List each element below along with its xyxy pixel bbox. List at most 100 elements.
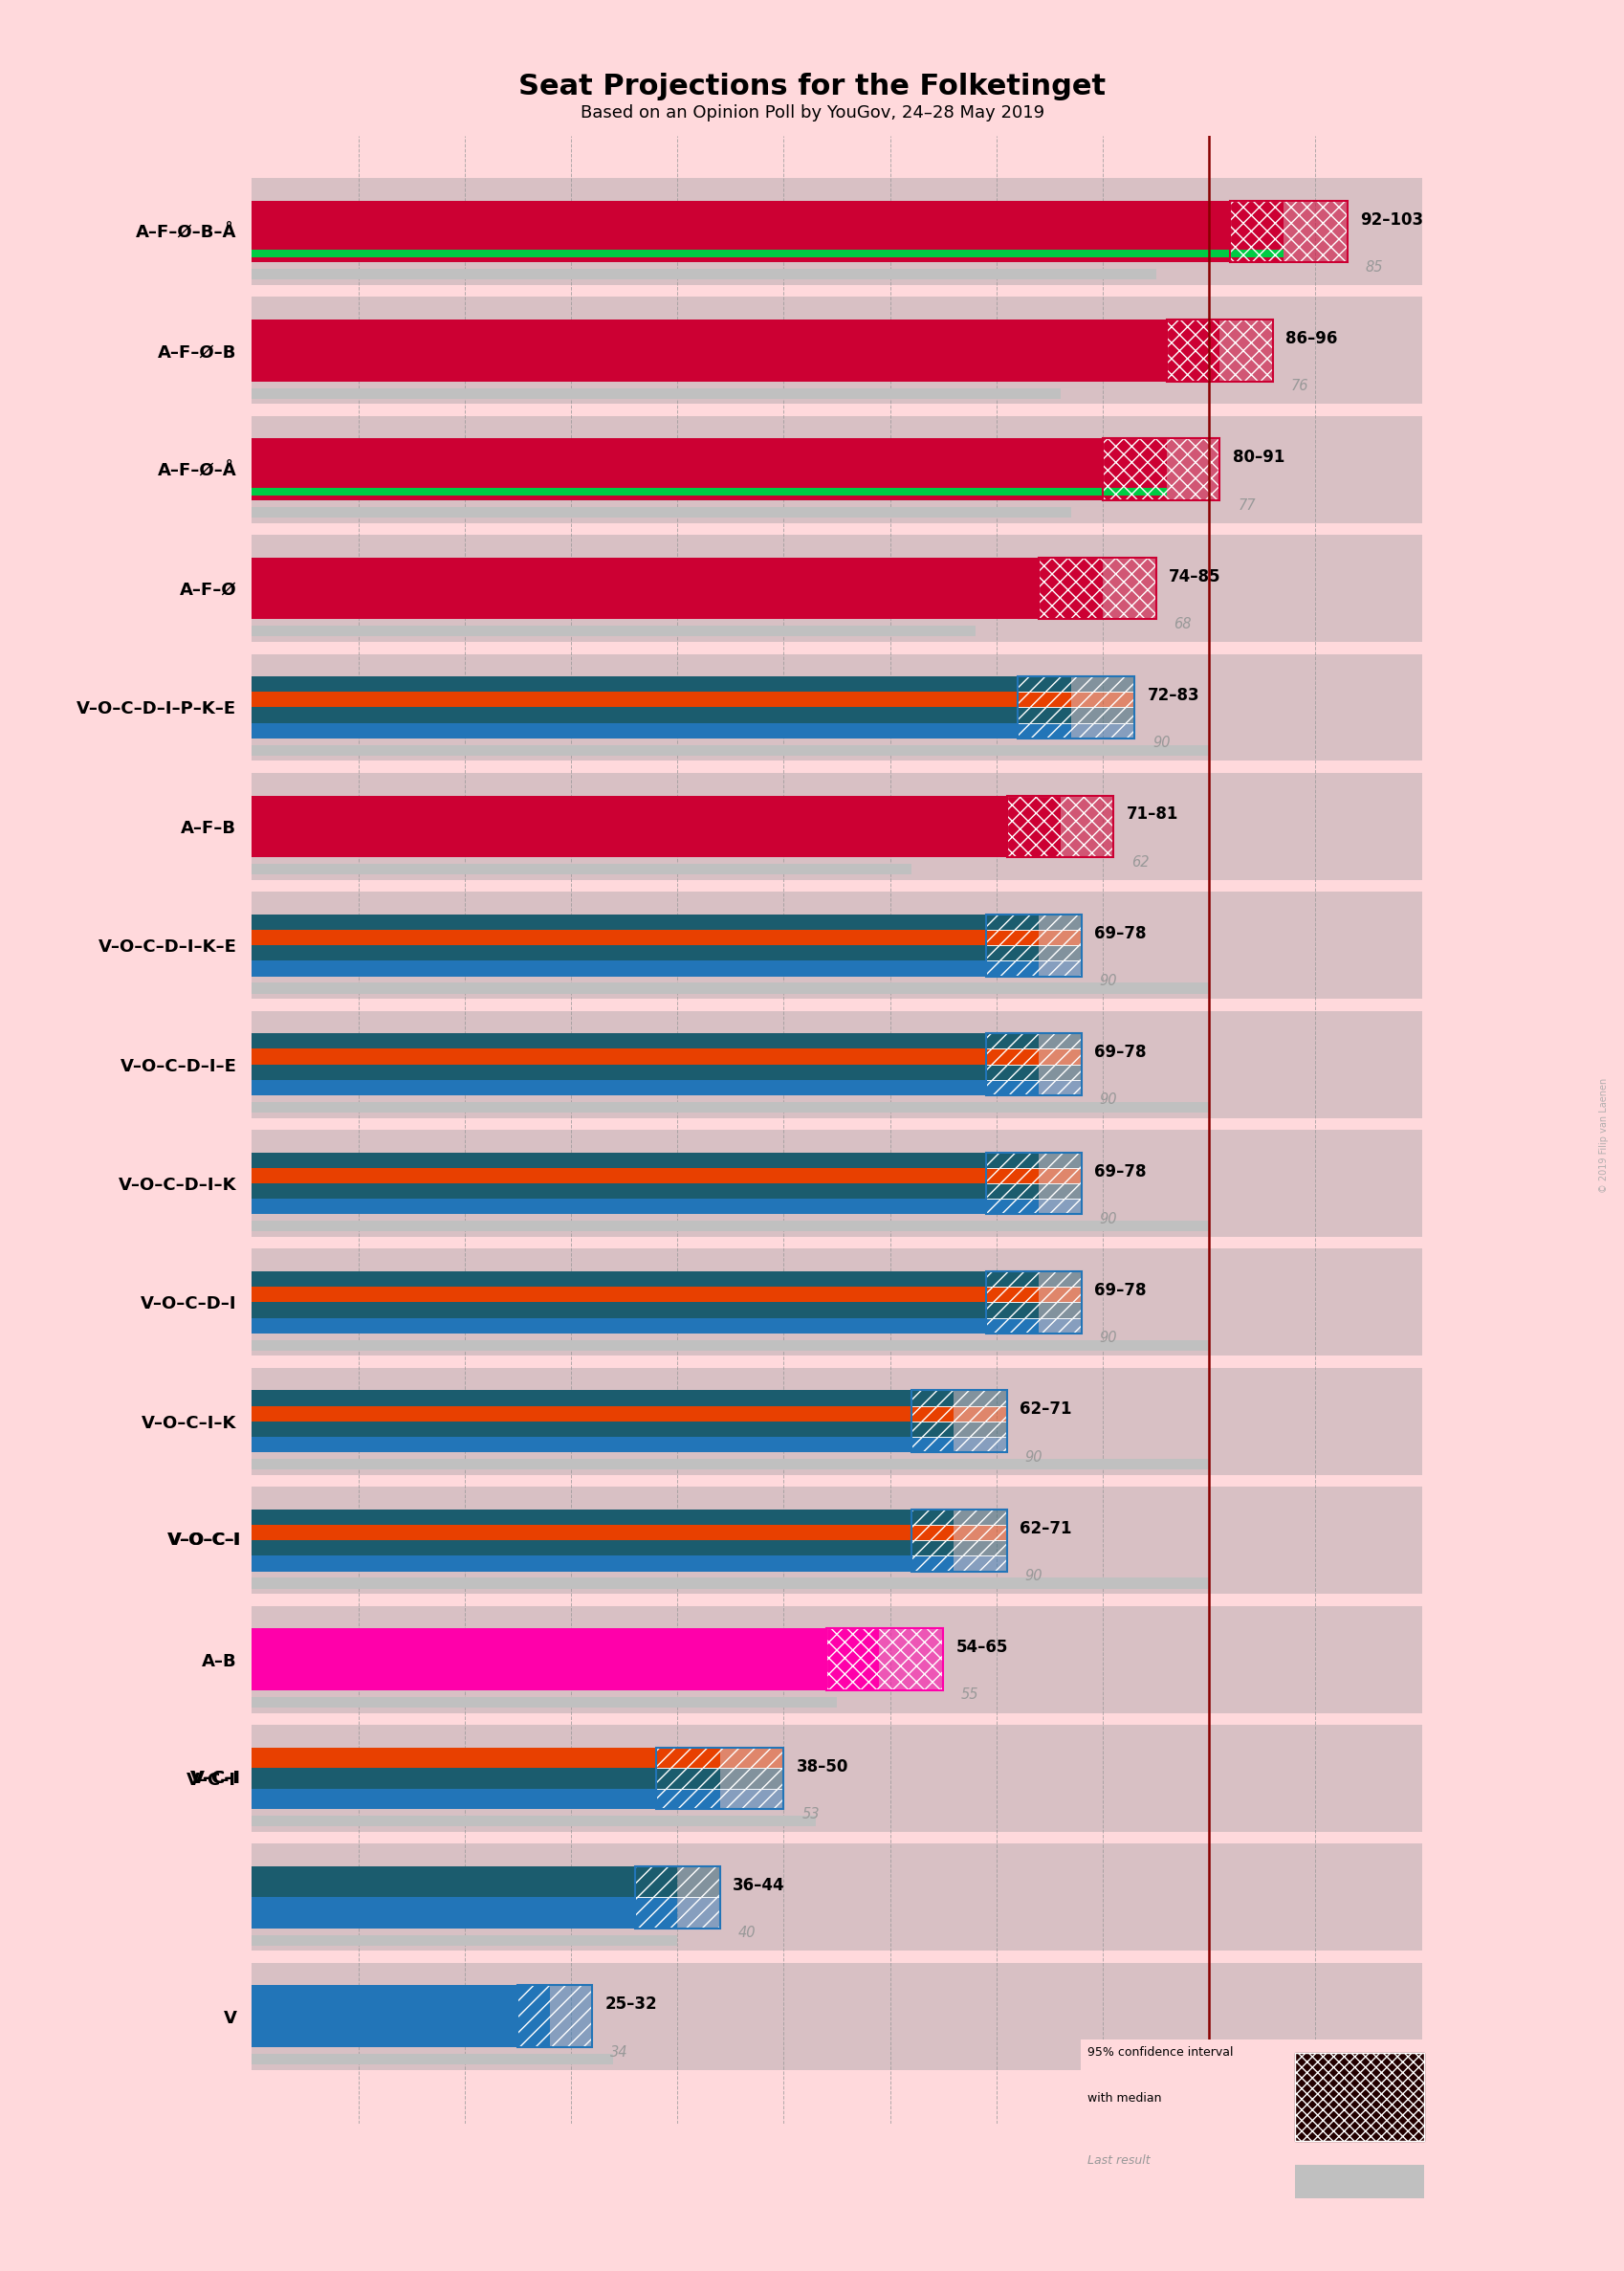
Bar <box>986 945 1082 961</box>
Bar <box>252 627 974 636</box>
Text: 36–44: 36–44 <box>732 1876 784 1894</box>
Bar <box>252 1167 1038 1183</box>
Bar <box>252 1222 1208 1231</box>
Bar <box>252 1844 1421 1951</box>
Bar <box>252 488 1166 495</box>
Bar <box>252 945 1038 961</box>
Bar <box>252 1390 953 1406</box>
Bar <box>252 506 1070 518</box>
Bar <box>986 1167 1082 1183</box>
Text: 34: 34 <box>611 2044 627 2060</box>
Text: 62: 62 <box>1130 854 1148 870</box>
Bar <box>1229 200 1346 263</box>
Bar <box>1017 677 1134 693</box>
Text: 95% confidence interval: 95% confidence interval <box>1086 2046 1233 2058</box>
Bar <box>252 1183 1038 1199</box>
Bar <box>252 1301 1038 1317</box>
Bar <box>986 1079 1082 1095</box>
Bar <box>1007 795 1112 858</box>
Bar <box>911 1406 1007 1422</box>
Bar <box>252 961 1038 977</box>
Bar <box>656 1746 783 1769</box>
Bar <box>252 1510 953 1524</box>
Bar <box>986 1049 1082 1065</box>
Text: 92–103: 92–103 <box>1359 211 1423 227</box>
Text: 76: 76 <box>1289 379 1307 393</box>
Bar <box>1017 693 1134 706</box>
Bar <box>252 438 1166 500</box>
Bar <box>911 1556 1007 1572</box>
Bar <box>986 1272 1082 1288</box>
Bar <box>825 1628 942 1690</box>
Bar <box>986 1151 1082 1167</box>
Bar <box>911 1510 1007 1572</box>
Bar <box>911 1422 1007 1438</box>
Bar <box>252 1458 1208 1469</box>
Bar <box>986 1199 1082 1215</box>
Bar <box>656 1746 783 1810</box>
Bar <box>911 1422 1007 1438</box>
Bar <box>986 1167 1082 1183</box>
Bar <box>986 961 1082 977</box>
Bar <box>252 654 1421 761</box>
Bar <box>986 1065 1082 1079</box>
Text: 74–85: 74–85 <box>1168 568 1220 586</box>
Bar <box>635 1867 719 1928</box>
Bar <box>1103 438 1220 500</box>
Bar <box>911 1438 1007 1451</box>
Text: 69–78: 69–78 <box>1093 1281 1145 1299</box>
Text: 69–78: 69–78 <box>1093 1045 1145 1061</box>
Bar <box>986 915 1082 929</box>
Text: V–O–C–I: V–O–C–I <box>167 1531 240 1549</box>
Bar <box>252 1272 1038 1288</box>
Bar <box>986 1079 1082 1095</box>
Bar <box>1103 438 1220 500</box>
Bar <box>518 1985 591 2046</box>
Bar <box>911 1510 1007 1524</box>
Bar <box>986 1151 1082 1167</box>
Bar <box>986 1272 1082 1333</box>
Bar <box>252 1985 549 2046</box>
Bar <box>1166 320 1272 382</box>
Bar <box>252 268 1155 279</box>
Bar <box>252 1606 1421 1712</box>
Text: V–C–I: V–C–I <box>190 1769 240 1787</box>
Bar <box>986 1183 1082 1199</box>
Text: 80–91: 80–91 <box>1231 450 1283 466</box>
Bar <box>252 416 1421 522</box>
Bar <box>986 1049 1082 1065</box>
Bar <box>911 1390 1007 1406</box>
Bar <box>1294 2053 1423 2142</box>
Bar <box>252 1011 1421 1117</box>
Text: 90: 90 <box>1151 736 1169 749</box>
Bar <box>1038 556 1155 620</box>
Bar <box>986 1288 1082 1301</box>
Bar <box>1017 706 1134 722</box>
Text: 40: 40 <box>737 1926 755 1939</box>
Bar <box>911 1540 1007 1556</box>
Bar <box>986 1033 1082 1095</box>
Text: 77: 77 <box>1237 497 1255 513</box>
Bar <box>1017 693 1134 706</box>
Bar <box>1229 200 1346 263</box>
Bar <box>252 1935 677 1946</box>
Bar <box>986 945 1082 961</box>
Bar <box>986 1183 1082 1199</box>
Bar <box>252 298 1421 404</box>
Bar <box>656 1790 783 1810</box>
Bar <box>1229 200 1346 263</box>
Bar <box>252 1438 953 1451</box>
Text: with median: with median <box>1086 2092 1161 2105</box>
Bar <box>986 1065 1082 1079</box>
Bar <box>656 1790 783 1810</box>
Bar <box>635 1896 719 1928</box>
Bar <box>1017 706 1134 722</box>
Bar <box>252 536 1421 643</box>
Bar <box>252 1817 815 1826</box>
Bar <box>1007 795 1112 858</box>
Text: © 2019 Filip van Laenen: © 2019 Filip van Laenen <box>1598 1079 1608 1192</box>
Bar <box>911 1390 1007 1451</box>
Bar <box>252 388 1059 400</box>
Bar <box>986 1033 1082 1049</box>
Bar <box>911 1390 1007 1406</box>
